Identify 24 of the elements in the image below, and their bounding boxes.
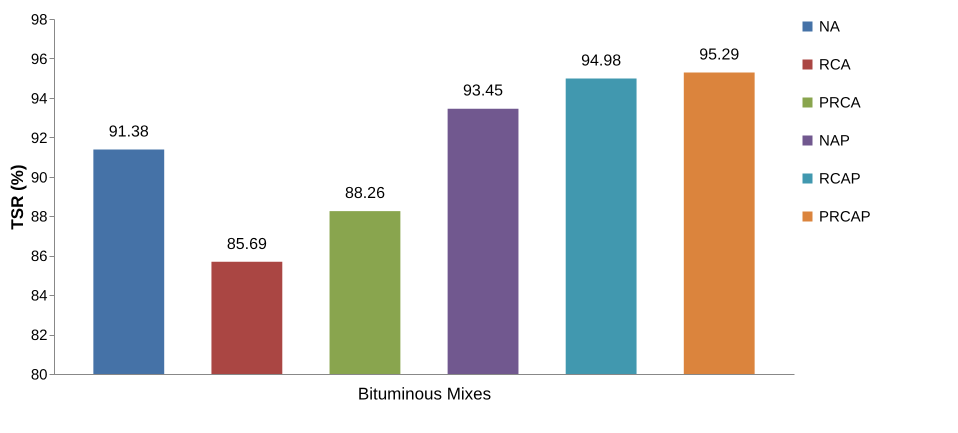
data-label: 94.98 bbox=[581, 52, 622, 70]
y-tick-label: 86 bbox=[30, 248, 48, 266]
y-tick-label: 84 bbox=[30, 288, 48, 305]
legend-label: RCAP bbox=[819, 170, 861, 188]
legend-label: RCA bbox=[819, 56, 851, 74]
legend-label: PRCAP bbox=[819, 208, 871, 226]
y-tick-label: 98 bbox=[30, 12, 48, 28]
y-axis-title: TSR (%) bbox=[8, 164, 27, 230]
y-tick-label: 82 bbox=[30, 327, 48, 344]
y-tick-label: 90 bbox=[30, 169, 48, 186]
x-axis-title: Bituminous Mixes bbox=[358, 384, 492, 404]
legend-label: NAP bbox=[819, 132, 850, 150]
data-label: 95.29 bbox=[699, 46, 740, 64]
y-tick-label: 96 bbox=[30, 50, 48, 68]
data-label: 93.45 bbox=[463, 82, 504, 100]
y-tick-label: 88 bbox=[30, 208, 48, 226]
legend-label: NA bbox=[819, 18, 840, 36]
data-label: 85.69 bbox=[226, 236, 267, 253]
data-label: 88.26 bbox=[344, 185, 386, 202]
y-tick-label: 92 bbox=[30, 130, 48, 147]
data-label: 91.38 bbox=[108, 124, 149, 141]
y-tick-label: 80 bbox=[30, 366, 48, 384]
legend-label: PRCA bbox=[819, 94, 861, 112]
y-tick-label: 94 bbox=[30, 90, 48, 108]
